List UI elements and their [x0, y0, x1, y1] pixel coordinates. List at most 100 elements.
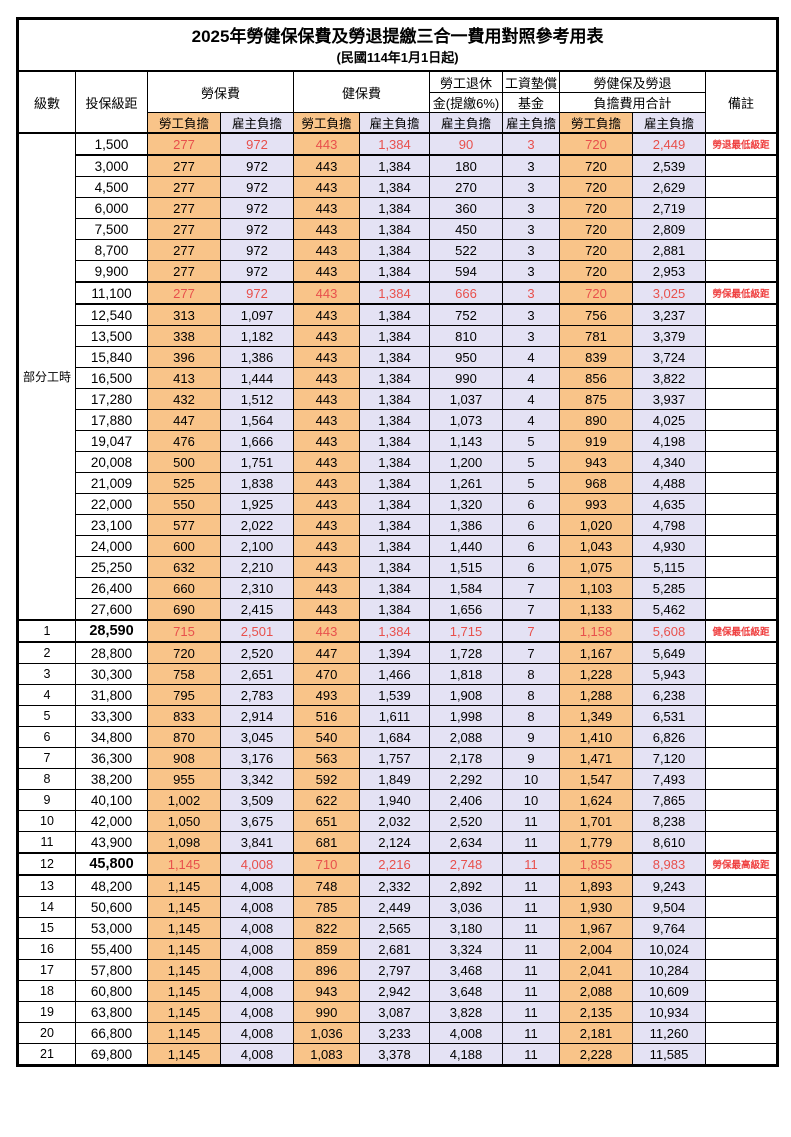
health-employee-cell: 443 [293, 451, 360, 473]
total-employee-cell: 968 [559, 472, 633, 494]
bracket-cell: 45,800 [75, 852, 148, 876]
total-employer-cell: 9,764 [632, 917, 706, 939]
note-cell [704, 218, 779, 240]
health-employer-cell: 1,384 [359, 154, 430, 177]
labor-employee-cell: 720 [147, 641, 221, 664]
labor-employer-cell: 1,444 [220, 367, 294, 389]
pension-cell: 752 [429, 303, 503, 326]
labor-employer-cell: 972 [220, 132, 294, 156]
health-employer-cell: 1,384 [359, 218, 430, 240]
wage-fund-cell: 6 [502, 493, 560, 515]
wage-fund-cell: 11 [502, 810, 560, 832]
labor-employee-cell: 1,145 [147, 1001, 221, 1023]
health-employer-cell: 1,384 [359, 388, 430, 410]
health-employer-cell: 1,849 [359, 768, 430, 790]
bracket-cell: 69,800 [75, 1043, 148, 1066]
level-cell: 21 [17, 1043, 76, 1066]
health-employer-cell: 2,681 [359, 938, 430, 960]
bracket-cell: 60,800 [75, 980, 148, 1002]
labor-employer-cell: 972 [220, 281, 294, 305]
health-employee-cell: 443 [293, 514, 360, 536]
total-employer-cell: 4,025 [632, 409, 706, 431]
wage-fund-cell: 9 [502, 747, 560, 769]
total-employee-cell: 2,088 [559, 980, 633, 1002]
total-employer-cell: 5,943 [632, 663, 706, 685]
pension-cell: 4,188 [429, 1043, 503, 1066]
labor-employee-cell: 1,098 [147, 831, 221, 854]
labor-employer-cell: 1,838 [220, 472, 294, 494]
health-employee-cell: 943 [293, 980, 360, 1002]
total-employer-cell: 2,881 [632, 239, 706, 261]
health-employee-cell: 859 [293, 938, 360, 960]
labor-employer-cell: 1,751 [220, 451, 294, 473]
health-employee-cell: 443 [293, 218, 360, 240]
total-employee-cell: 2,228 [559, 1043, 633, 1066]
pension-cell: 2,088 [429, 726, 503, 748]
total-employer-cell: 10,284 [632, 959, 706, 981]
table-row: 22,000 550 1,925 443 1,384 1,320 6 993 4,635 [18, 493, 779, 515]
health-employee-cell: 443 [293, 619, 360, 643]
table-row: 19 63,800 1,145 4,008 990 3,087 3,828 11 2,135 10… [17, 1001, 779, 1023]
pension-cell: 1,200 [429, 451, 503, 473]
wage-fund-cell: 3 [502, 260, 560, 283]
health-employer-cell: 1,384 [359, 197, 430, 219]
table-title-cell: 2025年勞健保保費及勞退提繳三合一費用對照參考用表 (民國114年1月1日起) [16, 18, 779, 72]
total-employee-cell: 1,043 [559, 535, 633, 557]
health-employer-cell: 2,565 [359, 917, 430, 939]
health-employee-cell: 443 [293, 346, 360, 368]
table-row: 12 45,800 1,145 4,008 710 2,216 2,748 11 1,855 8,… [17, 852, 779, 876]
bracket-cell: 42,000 [75, 810, 148, 832]
health-employee-cell: 443 [293, 176, 360, 198]
total-employee-cell: 856 [559, 367, 633, 389]
bracket-cell: 43,900 [75, 831, 148, 854]
wage-fund-cell: 5 [502, 430, 560, 452]
total-employee-cell: 1,167 [559, 641, 633, 664]
labor-employer-cell: 1,386 [220, 346, 294, 368]
bracket-cell: 7,500 [75, 218, 148, 240]
labor-employer-cell: 972 [220, 154, 294, 177]
health-employee-cell: 1,083 [293, 1043, 360, 1066]
table-row: 8 38,200 955 3,342 592 1,849 2,292 10 1,547 7,493 [17, 768, 779, 790]
pension-cell: 810 [429, 325, 503, 347]
labor-employer-cell: 972 [220, 260, 294, 283]
bracket-cell: 22,000 [75, 493, 148, 515]
wage-fund-cell: 11 [502, 831, 560, 854]
bracket-cell: 48,200 [75, 874, 148, 897]
bracket-cell: 28,590 [75, 619, 148, 643]
part-time-cell: 部分工時 [17, 132, 76, 621]
labor-employee-cell: 277 [147, 218, 221, 240]
bracket-cell: 15,840 [75, 346, 148, 368]
table-row: 14 50,600 1,145 4,008 785 2,449 3,036 11 1,930 9,… [17, 896, 779, 918]
wage-fund-cell: 7 [502, 577, 560, 599]
health-employer-cell: 3,087 [359, 1001, 430, 1023]
pension-cell: 2,634 [429, 831, 503, 854]
level-cell: 10 [17, 810, 76, 832]
wage-fund-cell: 11 [502, 874, 560, 897]
wage-fund-cell: 3 [502, 197, 560, 219]
bracket-cell: 34,800 [75, 726, 148, 748]
pension-cell: 90 [429, 132, 503, 156]
bracket-cell: 33,300 [75, 705, 148, 727]
pension-cell: 450 [429, 218, 503, 240]
pension-cell: 2,520 [429, 810, 503, 832]
total-employer-cell: 6,531 [632, 705, 706, 727]
note-cell [704, 684, 779, 706]
labor-employer-cell: 3,675 [220, 810, 294, 832]
labor-employee-cell: 577 [147, 514, 221, 536]
total-employer-cell: 3,025 [632, 281, 706, 305]
total-employer-cell: 5,608 [632, 619, 706, 643]
table-row: 23,100 577 2,022 443 1,384 1,386 6 1,020 4,798 [18, 514, 779, 536]
table-row: 3,000 277 972 443 1,384 180 3 720 2,539 [18, 154, 779, 177]
total-employer-cell: 5,649 [632, 641, 706, 664]
bracket-cell: 27,600 [75, 598, 148, 621]
health-employee-cell: 443 [293, 325, 360, 347]
pension-cell: 1,656 [429, 598, 503, 621]
table-row: 21,009 525 1,838 443 1,384 1,261 5 968 4,488 [18, 472, 779, 494]
level-cell: 14 [17, 896, 76, 918]
col-header-pension-line1: 勞工退休 [429, 70, 503, 93]
total-employee-cell: 1,471 [559, 747, 633, 769]
health-employee-cell: 1,036 [293, 1022, 360, 1044]
table-row: 17,880 447 1,564 443 1,384 1,073 4 890 4,025 [18, 409, 779, 431]
total-employer-cell: 4,930 [632, 535, 706, 557]
wage-fund-cell: 3 [502, 154, 560, 177]
